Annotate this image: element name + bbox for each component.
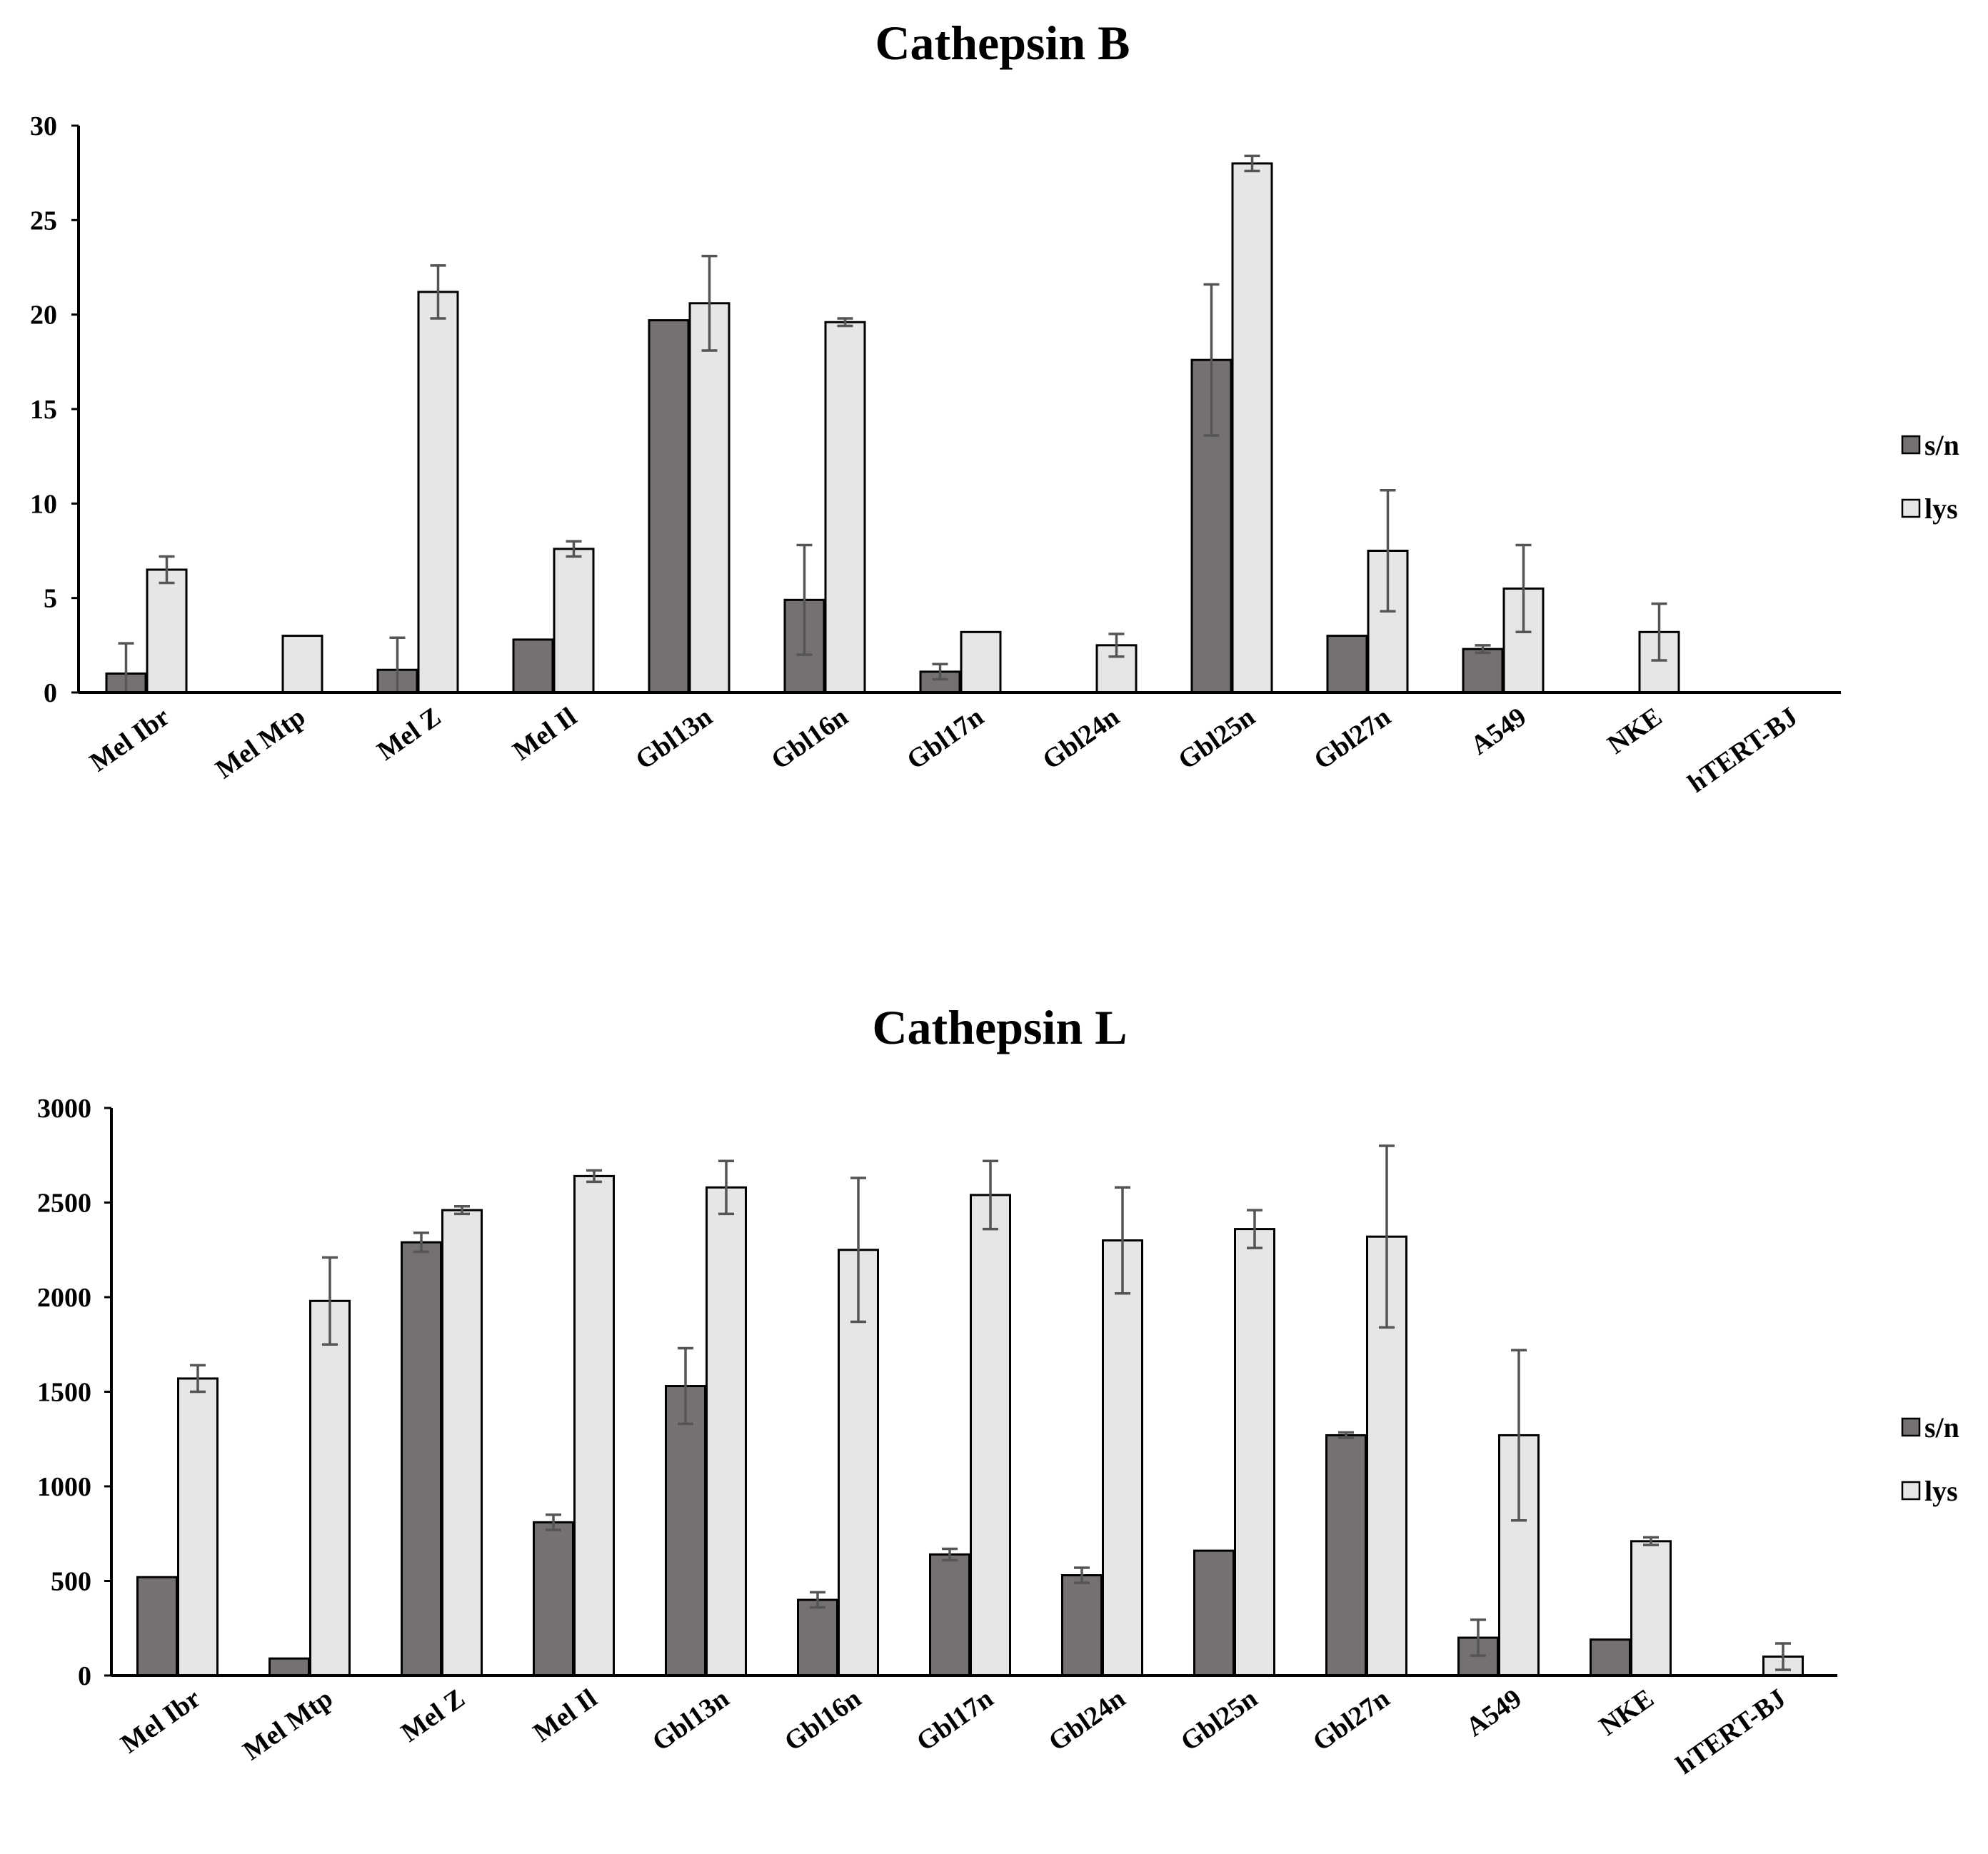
legend-swatch-sn xyxy=(1901,1417,1921,1437)
legend-label: lys xyxy=(1924,1475,1958,1507)
legend-swatch-lys xyxy=(1901,498,1921,518)
bar-lys-gbl17n xyxy=(970,1194,1011,1677)
category-label: hTERT-BJ xyxy=(1671,1683,1792,1780)
bar-sn-nke xyxy=(1590,1638,1631,1677)
bar-lys-gbl17n xyxy=(960,630,1002,694)
bar-sn-mel-z xyxy=(401,1241,442,1677)
category-label: Mel Il xyxy=(508,702,582,767)
category-label: NKE xyxy=(1594,1683,1660,1742)
chart-title: Cathepsin L xyxy=(872,1000,1127,1054)
bar-lys-mel-il xyxy=(573,1174,615,1677)
bar-lys-gbl24n xyxy=(1102,1239,1143,1677)
legend-label: lys xyxy=(1924,493,1958,525)
category-label: Gbl27n xyxy=(1307,1683,1395,1757)
bar-sn-gbl27n xyxy=(1325,1434,1367,1677)
category-label: Gbl25n xyxy=(1175,1683,1263,1757)
y-tick-label: 25 xyxy=(30,206,57,236)
bar-lys-mel-mtp xyxy=(309,1299,351,1677)
category-label: Gbl16n xyxy=(765,702,853,775)
category-label: Gbl17n xyxy=(911,1683,999,1757)
y-tick-label: 10 xyxy=(30,489,57,519)
legend-label: s/n xyxy=(1924,429,1959,461)
error-bars xyxy=(190,1144,1791,1671)
y-tick-label: 3000 xyxy=(37,1094,91,1124)
bar-lys-gbl13n xyxy=(688,302,731,694)
y-tick-label: 15 xyxy=(30,395,57,425)
bars xyxy=(105,162,1680,694)
category-labels: Mel Ibr Mel Mtp Mel Z Mel Il Gbl13n Gbl16n Gbl… xyxy=(116,1683,1792,1780)
category-label: Mel Ibr xyxy=(116,1683,206,1760)
category-label: Gbl24n xyxy=(1043,1683,1131,1757)
y-tick-label: 5 xyxy=(44,584,57,614)
bar-lys-gbl16n xyxy=(824,321,866,694)
bar-sn-gbl13n xyxy=(648,319,690,694)
legend-swatch-sn xyxy=(1901,435,1921,455)
y-tick-label: 2000 xyxy=(37,1283,91,1313)
category-label: Gbl13n xyxy=(630,702,718,775)
category-label: Gbl24n xyxy=(1037,702,1125,775)
bar-sn-gbl13n xyxy=(665,1385,706,1677)
bars xyxy=(136,1174,1804,1677)
y-tick-label: 1500 xyxy=(37,1378,91,1408)
cathepsin-l-chart: Cathepsin L 0 500 1000 1500 2000 2500 3000 Mel… xyxy=(37,1000,1959,1780)
category-label: Gbl13n xyxy=(647,1683,735,1757)
category-label: Mel Ibr xyxy=(84,702,175,778)
bar-sn-mel-ibr xyxy=(136,1576,178,1677)
bar-lys-mel-il xyxy=(553,548,595,694)
category-label: Gbl17n xyxy=(901,702,989,775)
bar-lys-mel-z xyxy=(441,1209,483,1677)
category-label: A549 xyxy=(1465,702,1532,761)
category-label: NKE xyxy=(1602,702,1668,760)
category-labels: Mel Ibr Mel Mtp Mel Z Mel Il Gbl13n Gbl16n Gbl… xyxy=(84,702,1803,799)
category-label: Mel Mtp xyxy=(210,702,311,785)
bar-lys-mel-ibr xyxy=(177,1377,219,1677)
bar-lys-mel-mtp xyxy=(281,635,323,694)
y-tick-label: 2500 xyxy=(37,1189,91,1219)
bar-sn-mel-il xyxy=(512,638,554,694)
y-tick-label: 20 xyxy=(30,301,57,331)
bar-lys-mel-ibr xyxy=(146,568,188,694)
category-label: Mel Z xyxy=(372,702,446,767)
axes xyxy=(77,126,1841,694)
bar-lys-gbl25n xyxy=(1231,162,1273,694)
bar-lys-gbl27n xyxy=(1367,550,1409,694)
y-tick-label: 0 xyxy=(78,1661,91,1691)
y-axis-ticks: 0 500 1000 1500 2000 2500 3000 xyxy=(37,1094,111,1691)
legend-label: s/n xyxy=(1924,1411,1959,1444)
category-label: Mel Il xyxy=(528,1683,602,1748)
bar-sn-gbl27n xyxy=(1326,635,1368,694)
y-tick-label: 500 xyxy=(51,1567,91,1597)
bar-sn-mel-mtp xyxy=(268,1657,310,1677)
bar-lys-a549 xyxy=(1502,587,1545,694)
y-axis-ticks: 0 5 10 15 20 25 30 xyxy=(30,111,79,708)
bar-sn-gbl25n xyxy=(1193,1549,1235,1677)
category-label: Mel Mtp xyxy=(238,1683,338,1766)
category-label: A549 xyxy=(1460,1683,1527,1743)
bar-lys-mel-z xyxy=(417,291,459,694)
bar-sn-gbl17n xyxy=(929,1553,970,1677)
error-bars xyxy=(118,154,1667,694)
category-label: Mel Z xyxy=(396,1683,470,1748)
category-label: Gbl27n xyxy=(1308,702,1396,775)
legend-swatch-lys xyxy=(1901,1481,1921,1501)
chart-title: Cathepsin B xyxy=(875,16,1130,70)
legend: s/n lys xyxy=(1901,429,1959,525)
y-tick-label: 1000 xyxy=(37,1472,91,1502)
category-label: Gbl16n xyxy=(779,1683,867,1757)
bar-sn-gbl24n xyxy=(1061,1574,1103,1677)
bar-sn-gbl16n xyxy=(797,1598,838,1677)
bar-lys-gbl13n xyxy=(706,1186,747,1677)
y-tick-label: 30 xyxy=(30,111,57,141)
bar-sn-a549 xyxy=(1462,648,1504,694)
y-tick-label: 0 xyxy=(44,678,57,708)
bar-lys-gbl25n xyxy=(1234,1228,1275,1677)
category-label: hTERT-BJ xyxy=(1682,702,1803,799)
bar-lys-nke xyxy=(1630,1540,1672,1677)
category-label: Gbl25n xyxy=(1173,702,1260,775)
axes xyxy=(110,1108,1837,1677)
bar-sn-mel-il xyxy=(533,1521,574,1677)
legend: s/n lys xyxy=(1901,1411,1959,1507)
